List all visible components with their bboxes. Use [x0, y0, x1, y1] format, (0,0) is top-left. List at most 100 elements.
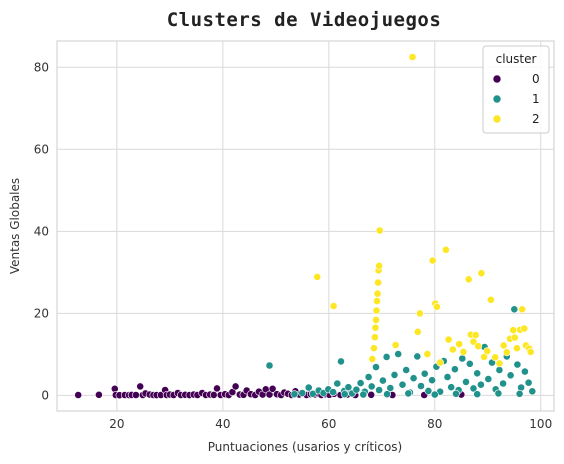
scatter-point-cluster-0 [213, 384, 221, 393]
scatter-point-cluster-2 [495, 359, 504, 368]
scatter-point-cluster-2 [483, 347, 492, 355]
scatter-point-cluster-1 [499, 379, 507, 388]
scatter-point-cluster-2 [313, 272, 322, 281]
scatter-point-cluster-2 [408, 53, 417, 61]
legend-items: 0 1 2 [492, 72, 540, 126]
scatter-point-cluster-1 [443, 373, 452, 381]
legend-label-cluster-2: 2 [532, 112, 540, 126]
scatter-point-cluster-1 [420, 369, 429, 378]
x-axis-label: Puntuaciones (usarios y críticos) [208, 440, 403, 454]
scatter-point-cluster-2 [369, 344, 378, 353]
scatter-point-cluster-1 [329, 388, 337, 396]
scatter-point-cluster-2 [441, 245, 450, 254]
scatter-point-cluster-1 [417, 382, 425, 390]
scatter-point-cluster-1 [364, 373, 373, 381]
scatter-point-cluster-2 [464, 275, 473, 284]
scatter-point-cluster-1 [340, 390, 349, 399]
scatter-point-cluster-1 [333, 379, 342, 388]
scatter-point-cluster-2 [413, 327, 422, 336]
scatter-point-cluster-2 [520, 324, 529, 333]
scatter-point-cluster-1 [428, 376, 436, 385]
scatter-point-cluster-2 [373, 289, 382, 298]
legend-title: cluster [496, 52, 537, 66]
legend: cluster 0 1 2 [482, 45, 550, 134]
scatter-point-cluster-0 [209, 390, 218, 399]
scatter-point-cluster-2 [448, 345, 457, 354]
scatter-point-cluster-1 [383, 390, 391, 399]
plot-area [56, 40, 555, 412]
x-tick-label: 20 [109, 417, 124, 431]
x-tick-label: 60 [321, 417, 336, 431]
scatter-point-cluster-1 [494, 389, 503, 398]
scatter-point-cluster-2 [491, 353, 500, 362]
scatter-point-cluster-0 [74, 391, 83, 399]
scatter-point-cluster-2 [444, 335, 453, 344]
y-tick-label: 0 [41, 388, 49, 402]
x-tick-labels: 20 40 60 80 100 [109, 417, 552, 431]
scatter-point-cluster-1 [430, 390, 439, 399]
scatter-point-cluster-1 [337, 357, 345, 366]
scatter-point-cluster-1 [265, 361, 274, 370]
scatter-point-cluster-2 [513, 344, 521, 353]
scatter-point-cluster-1 [495, 366, 504, 374]
scatter-point-cluster-1 [298, 389, 307, 397]
scatter-point-cluster-2 [502, 348, 511, 357]
scatter-point-cluster-2 [375, 261, 383, 270]
chart-title: Clusters de Videojuegos [167, 9, 442, 31]
legend-marker-cluster-1 [492, 94, 502, 104]
scatter-point-cluster-2 [423, 350, 432, 358]
scatter-point-cluster-1 [390, 370, 399, 379]
scatter-point-cluster-1 [473, 369, 482, 378]
y-tick-label: 20 [34, 306, 49, 320]
y-tick-label: 40 [34, 224, 49, 238]
scatter-point-cluster-1 [484, 375, 493, 383]
scatter-point-cluster-2 [477, 269, 486, 278]
y-tick-label: 80 [34, 60, 49, 74]
scatter-point-cluster-1 [290, 390, 299, 399]
scatter-point-cluster-0 [231, 382, 240, 391]
scatter-point-cluster-2 [518, 305, 527, 314]
scatter-point-cluster-2 [368, 354, 377, 363]
scatter-point-cluster-1 [382, 352, 391, 361]
scatter-point-cluster-1 [404, 389, 413, 398]
scatter-point-cluster-1 [359, 390, 368, 399]
scatter-point-cluster-2 [510, 333, 519, 342]
scatter-point-cluster-2 [436, 358, 444, 367]
scatter-point-cluster-2 [428, 256, 437, 265]
scatter-point-cluster-1 [521, 367, 529, 376]
scatter-point-cluster-1 [513, 360, 522, 369]
scatter-point-cluster-0 [95, 390, 103, 399]
scatter-point-cluster-2 [372, 306, 381, 315]
scatter-point-cluster-0 [131, 391, 140, 399]
scatter-point-cluster-2 [509, 326, 518, 335]
scatter-point-cluster-2 [499, 341, 508, 350]
scatter-point-cluster-2 [374, 278, 382, 287]
legend-marker-cluster-0 [492, 74, 502, 84]
scatter-point-cluster-1 [476, 380, 485, 389]
scatter-point-cluster-1 [375, 386, 383, 394]
x-tick-label: 80 [427, 417, 442, 431]
scatter-point-cluster-1 [528, 387, 537, 396]
scatter-point-cluster-1 [304, 383, 313, 392]
legend-label-cluster-0: 0 [532, 72, 540, 86]
scatter-point-cluster-2 [373, 297, 381, 305]
x-tick-label: 40 [215, 417, 230, 431]
data-points [74, 53, 537, 400]
scatter-point-cluster-1 [450, 365, 459, 374]
scatter-point-cluster-1 [378, 376, 387, 385]
scatter-point-cluster-1 [372, 363, 380, 371]
scatter-point-cluster-1 [398, 380, 407, 389]
scatter-point-cluster-1 [413, 352, 422, 361]
scatter-point-cluster-0 [367, 390, 376, 399]
scatter-point-cluster-1 [506, 371, 515, 380]
scatter-point-cluster-1 [308, 389, 317, 398]
legend-label-cluster-1: 1 [532, 92, 540, 106]
scatter-point-cluster-1 [352, 385, 361, 394]
scatter-point-cluster-2 [526, 347, 535, 356]
scatter-point-cluster-2 [375, 226, 384, 235]
scatter-point-cluster-1 [367, 382, 376, 391]
scatter-point-cluster-1 [515, 389, 524, 398]
scatter-point-cluster-2 [371, 323, 380, 332]
scatter-point-cluster-2 [471, 331, 480, 339]
